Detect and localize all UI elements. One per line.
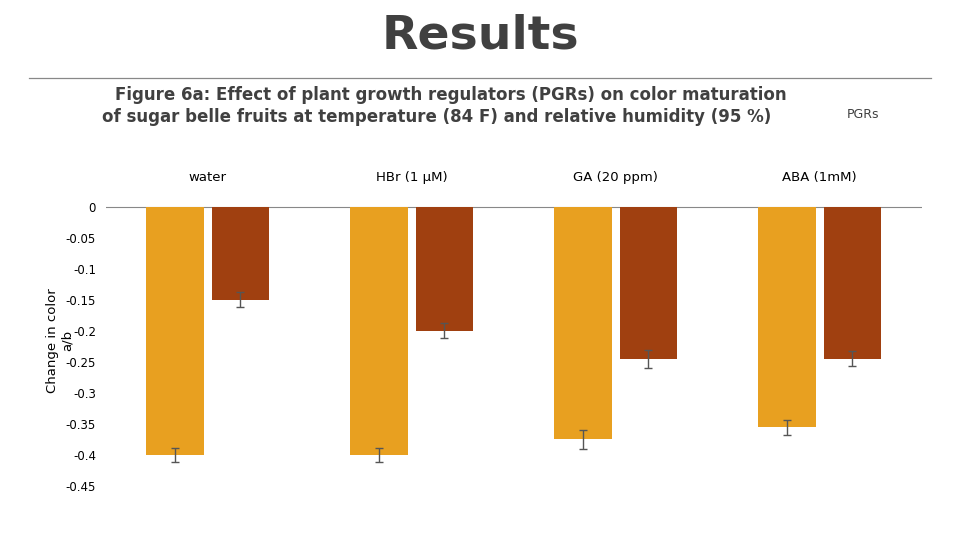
Legend: Initial color: Initial color xyxy=(815,538,915,540)
Bar xyxy=(350,207,407,455)
Text: Results: Results xyxy=(381,14,579,58)
Bar xyxy=(758,207,815,427)
Text: PGRs: PGRs xyxy=(847,108,879,121)
Bar xyxy=(416,207,472,331)
Bar xyxy=(619,207,677,359)
Bar xyxy=(211,207,269,300)
Y-axis label: Change in color
a/b: Change in color a/b xyxy=(46,288,74,393)
Bar xyxy=(554,207,612,440)
Bar xyxy=(824,207,880,359)
Text: of sugar belle fruits at temperature (84 F) and relative humidity (95 %): of sugar belle fruits at temperature (84… xyxy=(102,108,772,126)
Text: Figure 6a: Effect of plant growth regulators (PGRs) on color maturation: Figure 6a: Effect of plant growth regula… xyxy=(115,86,787,104)
Bar xyxy=(146,207,204,455)
